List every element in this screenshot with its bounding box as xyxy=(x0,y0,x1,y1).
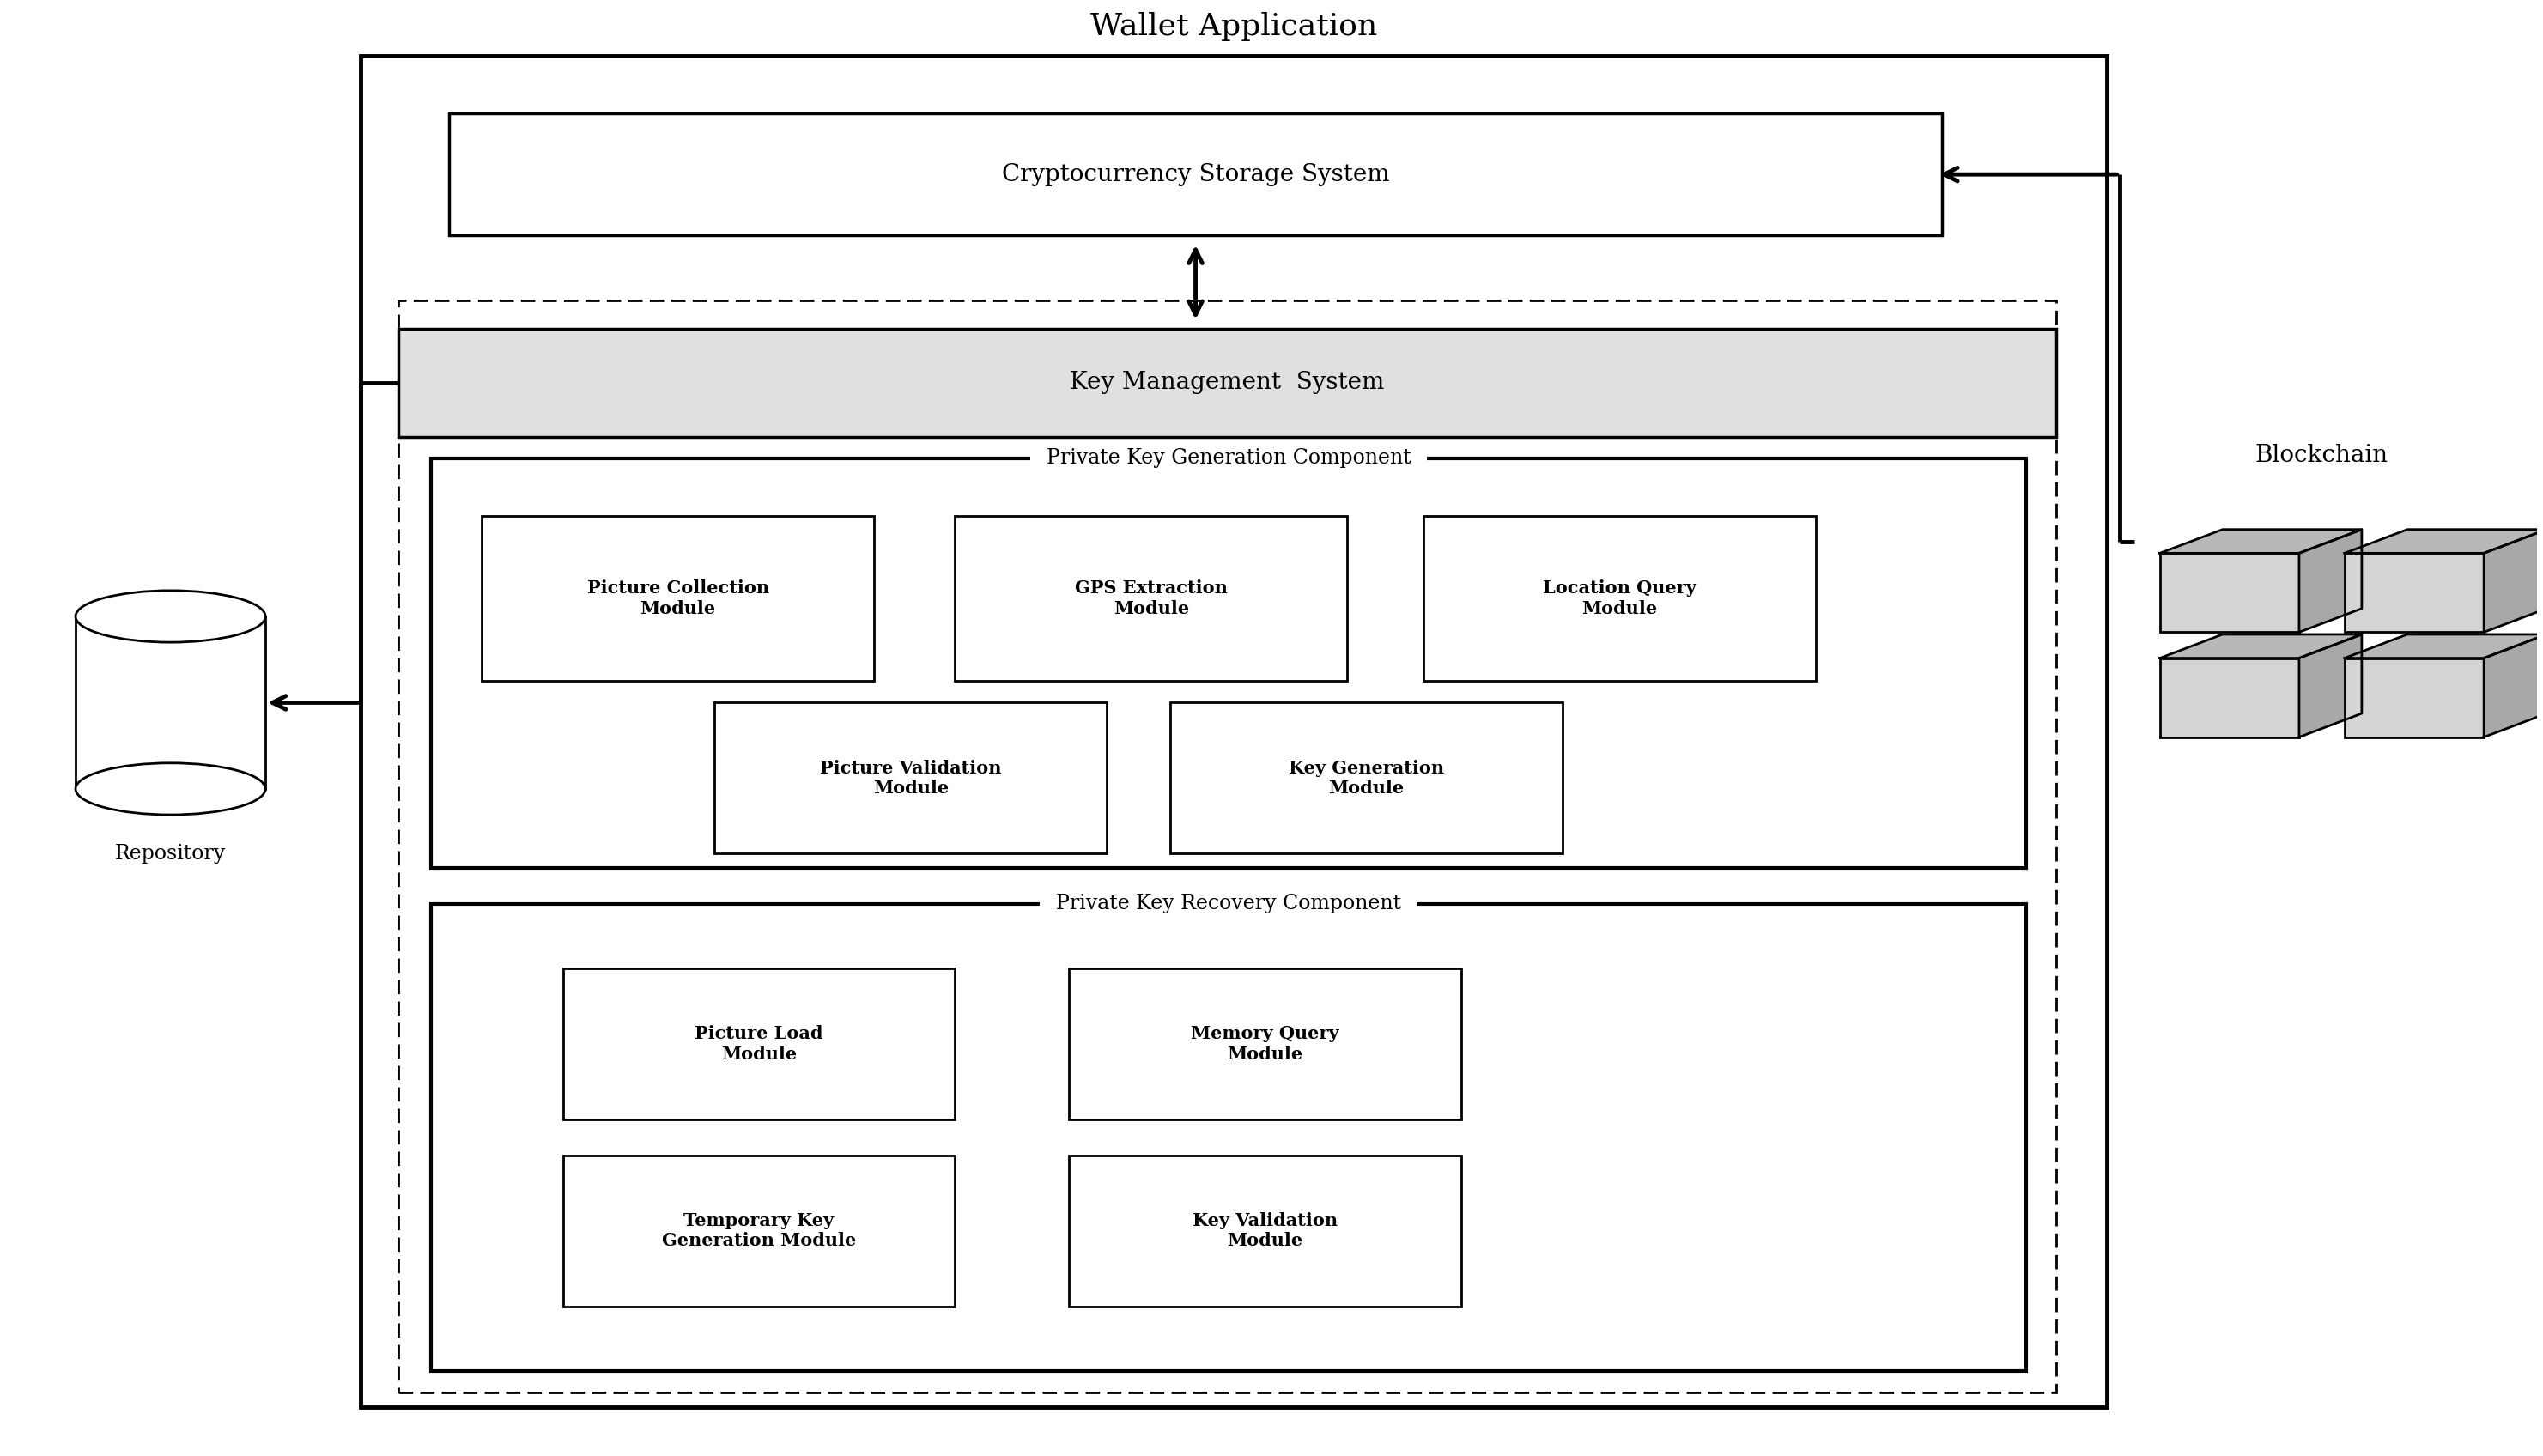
Bar xyxy=(562,968,956,1120)
Bar xyxy=(399,329,2057,437)
Text: Cryptocurrency Storage System: Cryptocurrency Storage System xyxy=(1002,163,1388,186)
Text: GPS Extraction
Module: GPS Extraction Module xyxy=(1076,579,1228,617)
Text: Key Validation
Module: Key Validation Module xyxy=(1193,1213,1338,1249)
Text: Private Key Generation Component: Private Key Generation Component xyxy=(1032,448,1424,469)
Bar xyxy=(956,515,1348,681)
Text: Wallet Application: Wallet Application xyxy=(1091,12,1376,41)
Bar xyxy=(450,114,1943,236)
Bar xyxy=(2345,658,2485,737)
Bar xyxy=(432,459,2027,868)
Bar xyxy=(562,1156,956,1306)
Bar xyxy=(1068,968,1462,1120)
Bar xyxy=(1424,515,1816,681)
Ellipse shape xyxy=(76,591,264,642)
Bar xyxy=(1170,703,1561,853)
Bar xyxy=(2345,553,2485,632)
Polygon shape xyxy=(2159,635,2362,658)
Bar xyxy=(715,703,1106,853)
Bar xyxy=(481,515,875,681)
Text: Picture Validation
Module: Picture Validation Module xyxy=(819,760,1002,796)
Ellipse shape xyxy=(76,763,264,815)
Text: Picture Collection
Module: Picture Collection Module xyxy=(587,579,768,617)
Text: Key Generation
Module: Key Generation Module xyxy=(1289,760,1444,796)
Text: Repository: Repository xyxy=(114,843,226,863)
Polygon shape xyxy=(2299,635,2362,737)
Polygon shape xyxy=(2299,530,2362,632)
Bar xyxy=(361,55,2106,1406)
Bar xyxy=(2159,658,2299,737)
Text: Blockchain: Blockchain xyxy=(2256,444,2388,467)
Polygon shape xyxy=(2345,530,2543,553)
Polygon shape xyxy=(2485,530,2543,632)
Text: Key Management  System: Key Management System xyxy=(1071,371,1383,395)
Text: Memory Query
Module: Memory Query Module xyxy=(1190,1025,1340,1063)
Bar xyxy=(2159,553,2299,632)
Polygon shape xyxy=(2345,635,2543,658)
Polygon shape xyxy=(2485,635,2543,737)
Text: Temporary Key
Generation Module: Temporary Key Generation Module xyxy=(661,1213,857,1249)
Bar xyxy=(399,300,2057,1392)
Bar xyxy=(432,904,2027,1372)
Polygon shape xyxy=(2159,530,2362,553)
Text: Private Key Recovery Component: Private Key Recovery Component xyxy=(1043,894,1414,914)
Bar xyxy=(1068,1156,1462,1306)
Bar xyxy=(76,616,264,789)
Text: Picture Load
Module: Picture Load Module xyxy=(694,1025,824,1063)
Text: Location Query
Module: Location Query Module xyxy=(1544,579,1696,617)
